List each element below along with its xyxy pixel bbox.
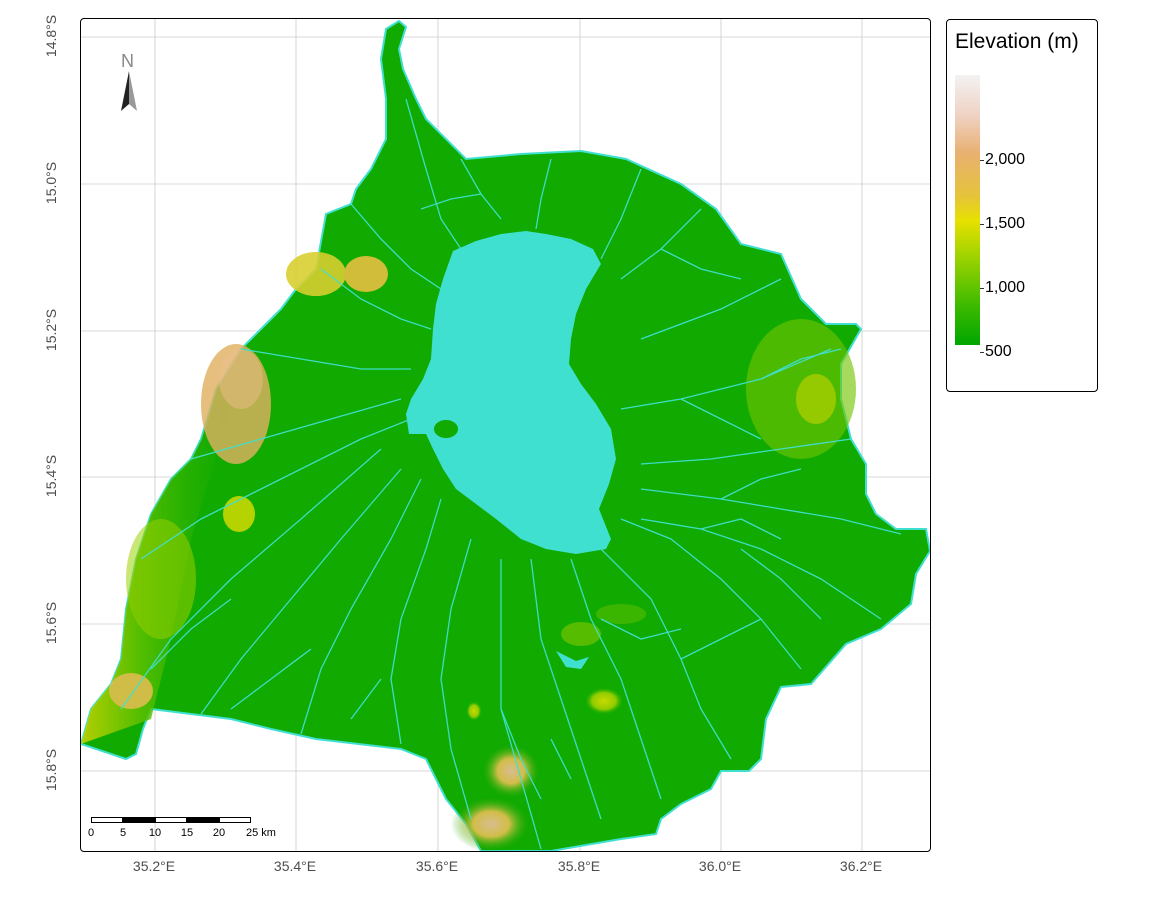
x-axis-label: 35.2°E bbox=[132, 858, 176, 874]
scale-segment bbox=[91, 817, 123, 823]
legend-tick-label: 1,000 bbox=[985, 279, 1026, 296]
y-axis-label: 15.0°S bbox=[43, 161, 59, 205]
map-panel[interactable]: N 0 5 10 15 20 25 km bbox=[80, 18, 931, 852]
y-axis-label: 14.8°S bbox=[43, 14, 59, 58]
scale-label: 0 bbox=[87, 827, 95, 839]
legend-color-ramp bbox=[955, 75, 980, 345]
elevation-map bbox=[81, 19, 930, 851]
lake bbox=[406, 231, 616, 554]
scale-segment bbox=[155, 817, 187, 823]
legend-tick-label: 1,500 bbox=[985, 215, 1026, 232]
scale-label: 25 km bbox=[246, 827, 276, 839]
small-lake bbox=[556, 651, 589, 669]
elevation-shading bbox=[81, 252, 856, 851]
x-axis-label: 36.2°E bbox=[839, 858, 883, 874]
scale-label: 15 bbox=[180, 827, 194, 839]
legend-tick-label: 500 bbox=[985, 343, 1012, 360]
y-axis-label: 15.2°S bbox=[43, 308, 59, 352]
y-axis-label: 15.4°S bbox=[43, 454, 59, 498]
scale-segment bbox=[219, 817, 251, 823]
scale-label: 10 bbox=[148, 827, 162, 839]
scale-segment bbox=[187, 817, 219, 823]
north-arrow-icon bbox=[121, 71, 137, 111]
x-axis-label: 35.8°E bbox=[557, 858, 601, 874]
legend-tick bbox=[980, 160, 984, 161]
legend-tick bbox=[980, 352, 984, 353]
x-axis-label: 36.0°E bbox=[698, 858, 742, 874]
scale-segment bbox=[123, 817, 155, 823]
scale-label: 5 bbox=[119, 827, 127, 839]
scale-label: 20 bbox=[212, 827, 226, 839]
legend-tick bbox=[980, 288, 984, 289]
y-axis-label: 15.8°S bbox=[43, 748, 59, 792]
north-label: N bbox=[121, 51, 134, 71]
legend-tick-label: 2,000 bbox=[985, 151, 1026, 168]
x-axis-label: 35.6°E bbox=[415, 858, 459, 874]
x-axis-label: 35.4°E bbox=[273, 858, 317, 874]
legend-tick bbox=[980, 224, 984, 225]
scale-bar: 0 5 10 15 20 25 km bbox=[87, 817, 289, 847]
elevation-legend: Elevation (m) 2,000 1,500 1,000 500 bbox=[946, 19, 1098, 392]
legend-title: Elevation (m) bbox=[955, 30, 1079, 53]
lake-island bbox=[434, 420, 458, 438]
river-network bbox=[120, 98, 902, 850]
y-axis-label: 15.6°S bbox=[43, 601, 59, 645]
